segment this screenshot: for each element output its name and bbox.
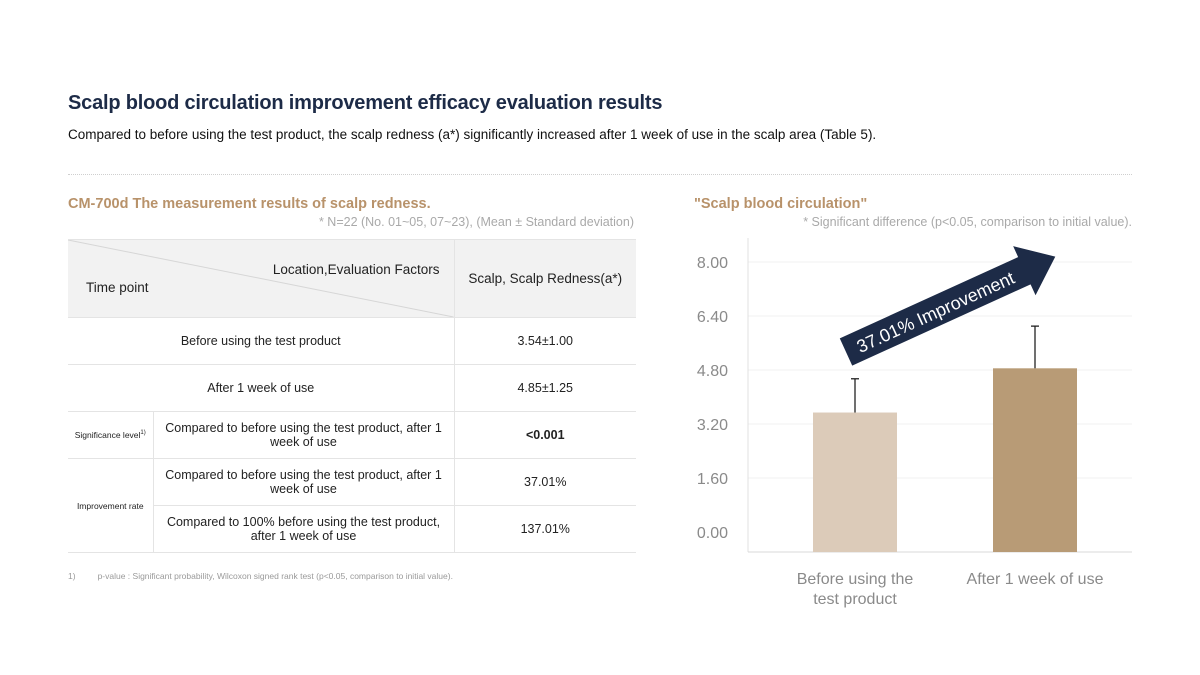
table-header-row: Location,Evaluation Factors Time point S…: [68, 239, 636, 318]
row-group-significance: Significance level1): [68, 411, 154, 459]
results-table: Location,Evaluation Factors Time point S…: [68, 239, 636, 553]
x-category-label: Before using the: [797, 571, 914, 588]
page-title: Scalp blood circulation improvement effi…: [68, 92, 663, 114]
y-tick-label: 1.60: [697, 471, 728, 488]
section-divider: [68, 174, 1132, 175]
table-section-title: CM-700d The measurement results of scalp…: [68, 196, 431, 212]
table-row: Before using the test product 3.54±1.00: [68, 317, 636, 365]
footnote-number: 1): [68, 571, 76, 581]
row-label-before: Before using the test product: [68, 317, 455, 365]
header-location-label: Location,Evaluation Factors: [272, 262, 440, 277]
table-row: Significance level1) Compared to before …: [68, 411, 636, 459]
row-value-improvement-2: 137.01%: [454, 505, 636, 553]
header-scalp-column: Scalp, Scalp Redness(a*): [454, 239, 636, 318]
bar-chart: 0.00 1.60 3.20 4.80 6.40 8.00 Before using the…: [697, 238, 1132, 608]
row-value-improvement-1: 37.01%: [454, 458, 636, 506]
row-label-improvement-2: Compared to 100% before using the test p…: [153, 505, 455, 553]
row-value-significance: <0.001: [454, 411, 636, 459]
row-label-improvement-1: Compared to before using the test produc…: [153, 458, 455, 506]
y-tick-label: 3.20: [697, 417, 728, 434]
table-row: Improvement rate Compared to before usin…: [68, 458, 636, 553]
row-group-improvement: Improvement rate: [68, 458, 154, 553]
chart-section-title: "Scalp blood circulation": [694, 196, 868, 212]
table-header-diagonal-cell: Location,Evaluation Factors Time point: [68, 239, 455, 318]
y-tick-label: 0.00: [697, 525, 728, 542]
chart-labels: 0.00 1.60 3.20 4.80 6.40 8.00 Before using the…: [697, 255, 1104, 608]
improvement-annotation: 37.01% Improvement: [854, 268, 1018, 357]
row-value-before: 3.54±1.00: [454, 317, 636, 365]
y-tick-label: 6.40: [697, 309, 728, 326]
improvement-arrow-shape: 37.01% Improvement: [839, 246, 1056, 366]
page-subtitle: Compared to before using the test produc…: [68, 127, 877, 142]
x-category-label: test product: [813, 591, 897, 608]
row-label-significance: Compared to before using the test produc…: [153, 411, 455, 459]
header-timepoint-label: Time point: [86, 280, 149, 295]
x-category-label: After 1 week of use: [967, 571, 1104, 588]
y-tick-label: 4.80: [697, 363, 728, 380]
table-row: After 1 week of use 4.85±1.25: [68, 364, 636, 412]
significance-label: Significance level: [74, 430, 141, 440]
footnote-text: p-value : Significant probability, Wilco…: [97, 571, 453, 581]
bar-before: [813, 412, 897, 552]
bar-after: [993, 368, 1077, 552]
row-label-after: After 1 week of use: [68, 364, 455, 412]
row-value-after: 4.85±1.25: [454, 364, 636, 412]
table-row: Compared to 100% before using the test p…: [68, 505, 636, 553]
header-diagonal-line: [68, 240, 454, 317]
table-section-note: * N=22 (No. 01~05, 07~23), (Mean ± Stand…: [318, 215, 634, 229]
chart-section-note: * Significant difference (p<0.05, compar…: [803, 215, 1132, 229]
arrow-polygon: [839, 246, 1056, 366]
y-tick-label: 8.00: [697, 255, 728, 272]
significance-footnote-mark: 1): [140, 430, 146, 437]
improvement-arrow: 37.01% Improvement: [839, 246, 1056, 366]
chart-bars: [813, 325, 1077, 552]
table-footnote: 1) p-value : Significant probability, Wil…: [68, 571, 453, 581]
